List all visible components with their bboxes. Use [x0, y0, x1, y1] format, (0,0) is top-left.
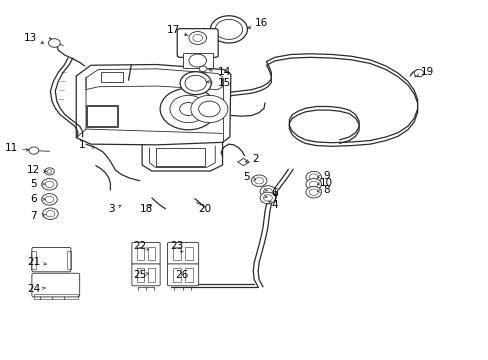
- Text: 24: 24: [27, 284, 41, 294]
- Text: 6: 6: [271, 188, 278, 198]
- Circle shape: [260, 186, 275, 197]
- Text: 7: 7: [30, 211, 37, 221]
- Text: 21: 21: [27, 257, 41, 267]
- Text: 11: 11: [5, 143, 18, 153]
- Bar: [31, 251, 36, 269]
- Circle shape: [41, 179, 57, 190]
- Circle shape: [160, 88, 216, 130]
- Text: 25: 25: [133, 270, 146, 280]
- Bar: [137, 247, 144, 260]
- FancyBboxPatch shape: [32, 247, 71, 272]
- FancyBboxPatch shape: [167, 264, 198, 286]
- Text: 22: 22: [133, 241, 146, 251]
- Bar: [34, 294, 78, 299]
- Circle shape: [188, 32, 206, 44]
- FancyBboxPatch shape: [132, 264, 160, 286]
- Circle shape: [48, 39, 60, 47]
- Circle shape: [42, 208, 58, 220]
- FancyBboxPatch shape: [32, 273, 80, 297]
- Bar: [87, 107, 117, 126]
- Text: 17: 17: [167, 25, 180, 35]
- Circle shape: [29, 147, 39, 154]
- Circle shape: [44, 168, 54, 175]
- Text: 16: 16: [254, 18, 267, 28]
- Bar: [148, 268, 155, 282]
- Text: 10: 10: [319, 178, 332, 188]
- FancyBboxPatch shape: [132, 242, 160, 264]
- Text: 19: 19: [420, 67, 433, 77]
- Circle shape: [190, 95, 227, 123]
- Bar: [172, 247, 180, 260]
- Bar: [101, 72, 122, 82]
- Text: 15: 15: [217, 78, 230, 88]
- Bar: [137, 268, 144, 282]
- Text: 5: 5: [243, 172, 250, 182]
- Text: 5: 5: [30, 179, 37, 189]
- Bar: [172, 268, 180, 282]
- Circle shape: [41, 194, 57, 205]
- Bar: [86, 105, 118, 127]
- Circle shape: [305, 171, 321, 183]
- Circle shape: [413, 69, 423, 77]
- Bar: [148, 247, 155, 260]
- Text: 3: 3: [108, 204, 115, 215]
- Circle shape: [251, 175, 266, 186]
- Text: 8: 8: [323, 185, 329, 195]
- Text: 4: 4: [271, 200, 278, 210]
- Bar: [156, 148, 204, 166]
- Circle shape: [210, 16, 247, 43]
- Circle shape: [199, 66, 206, 72]
- FancyBboxPatch shape: [177, 29, 218, 57]
- Bar: [66, 251, 71, 269]
- Circle shape: [260, 192, 275, 204]
- Circle shape: [180, 72, 211, 95]
- Text: 23: 23: [170, 241, 183, 251]
- FancyBboxPatch shape: [167, 242, 198, 264]
- Text: 9: 9: [323, 171, 329, 181]
- Circle shape: [305, 186, 321, 198]
- Circle shape: [305, 179, 321, 190]
- Text: 13: 13: [24, 33, 38, 43]
- Text: 6: 6: [30, 194, 37, 204]
- Text: 12: 12: [27, 165, 41, 175]
- Bar: [182, 53, 212, 68]
- Bar: [184, 247, 192, 260]
- Text: 20: 20: [198, 204, 211, 215]
- Text: 14: 14: [217, 67, 230, 77]
- Text: 1: 1: [79, 140, 86, 150]
- Text: 18: 18: [139, 204, 152, 215]
- Text: 7: 7: [271, 194, 278, 204]
- Text: 26: 26: [175, 270, 188, 280]
- Bar: [184, 268, 192, 282]
- Text: 2: 2: [251, 154, 258, 164]
